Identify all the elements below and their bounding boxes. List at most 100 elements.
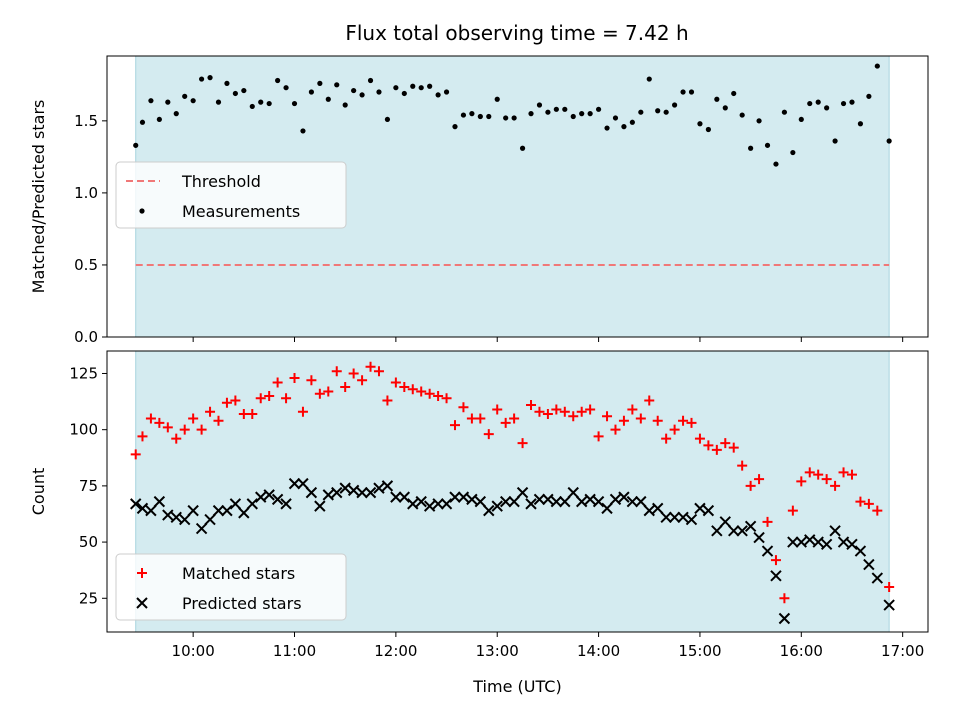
predicted-point	[331, 486, 343, 499]
measurement-point	[790, 149, 796, 156]
measurement-point	[849, 99, 855, 105]
matched-point	[542, 408, 553, 419]
matched-point	[568, 411, 579, 422]
predicted-point	[719, 516, 731, 528]
matched-point	[297, 406, 308, 417]
chart-title: Flux total observing time = 7.42 h	[345, 21, 688, 45]
predicted-point	[204, 513, 216, 526]
matched-point	[399, 381, 410, 392]
measurement-point	[638, 109, 644, 115]
matched-point	[762, 516, 773, 527]
measurement-point	[629, 119, 635, 125]
measurement-point	[840, 100, 847, 107]
x-tick-label: 13:00	[476, 642, 519, 660]
predicted-stars-series	[130, 477, 895, 625]
predicted-point	[854, 545, 867, 557]
predicted-point	[263, 489, 275, 501]
matched-point	[703, 440, 714, 451]
measurement-point	[342, 102, 348, 108]
predicted-point	[584, 493, 596, 506]
measurement-point	[697, 121, 703, 127]
matched-point	[323, 386, 334, 397]
predicted-point	[618, 491, 630, 503]
predicted-point	[339, 482, 351, 494]
measurement-point	[156, 116, 162, 123]
predicted-point	[305, 486, 318, 499]
matched-point	[264, 390, 275, 401]
y-tick-label: 100	[69, 421, 98, 439]
measurement-point	[748, 145, 754, 151]
matched-point	[255, 393, 266, 404]
measurement-point	[621, 124, 627, 130]
predicted-point	[567, 486, 579, 499]
predicted-point	[837, 536, 850, 548]
x-tick-label: 14:00	[577, 642, 620, 660]
predicted-point	[635, 495, 647, 508]
legend-label: Measurements	[182, 202, 300, 221]
predicted-point	[483, 504, 495, 517]
x-tick-label: 12:00	[374, 642, 417, 660]
legend-predicted-swatch	[136, 597, 148, 609]
measurement-point	[731, 90, 737, 97]
matched-point	[737, 460, 748, 471]
measurement-point	[722, 105, 728, 111]
matched-point	[154, 417, 165, 428]
matched-point	[593, 431, 604, 442]
measurement-point	[207, 75, 213, 81]
measurement-point	[587, 111, 593, 117]
x-tick-label: 10:00	[172, 642, 215, 660]
measurement-point	[486, 113, 492, 120]
matched-point	[433, 390, 444, 401]
matched-point	[872, 505, 883, 516]
measurement-point	[325, 96, 331, 102]
matched-point	[314, 388, 325, 399]
matched-point	[205, 406, 216, 417]
matched-point	[728, 442, 739, 453]
matched-point	[382, 395, 393, 406]
measurement-point	[562, 106, 568, 112]
measurement-point	[359, 92, 365, 98]
matched-point	[661, 433, 672, 444]
predicted-point	[423, 500, 436, 512]
predicted-point	[668, 511, 681, 524]
predicted-point	[601, 502, 613, 515]
measurement-point	[545, 109, 551, 115]
matched-point	[509, 413, 520, 424]
measurement-point	[224, 80, 230, 86]
x-axis-label: Time (UTC)	[472, 677, 561, 696]
matched-point	[137, 431, 148, 442]
measurement-point	[612, 115, 619, 121]
predicted-point	[499, 495, 512, 508]
predicted-point	[322, 489, 335, 501]
predicted-point	[753, 531, 765, 544]
measurement-point	[570, 113, 576, 120]
measurement-point	[334, 82, 340, 88]
predicted-point	[314, 500, 326, 512]
predicted-point	[550, 495, 563, 508]
measurement-point	[655, 108, 661, 114]
matched-point	[416, 386, 427, 397]
predicted-point	[787, 536, 799, 548]
predicted-point	[491, 500, 503, 512]
measurement-point	[494, 96, 500, 102]
measurement-point	[460, 112, 467, 118]
matched-point	[238, 408, 249, 419]
y-axis-label: Count	[29, 468, 48, 516]
measurement-point	[376, 89, 382, 95]
matched-point	[644, 395, 655, 406]
y-tick-label: 125	[69, 364, 98, 382]
matched-point	[694, 433, 705, 444]
measurement-point	[528, 111, 534, 117]
measurement-point	[452, 124, 458, 130]
matched-point	[289, 372, 300, 383]
matched-point	[424, 388, 435, 399]
matched-point	[618, 415, 629, 426]
predicted-point	[212, 504, 225, 517]
predicted-point	[660, 511, 672, 524]
predicted-point	[795, 536, 808, 548]
predicted-point	[626, 495, 639, 508]
matched-point	[678, 415, 689, 426]
measurement-point	[384, 116, 391, 123]
measurement-point	[807, 100, 813, 107]
predicted-point	[238, 507, 250, 519]
